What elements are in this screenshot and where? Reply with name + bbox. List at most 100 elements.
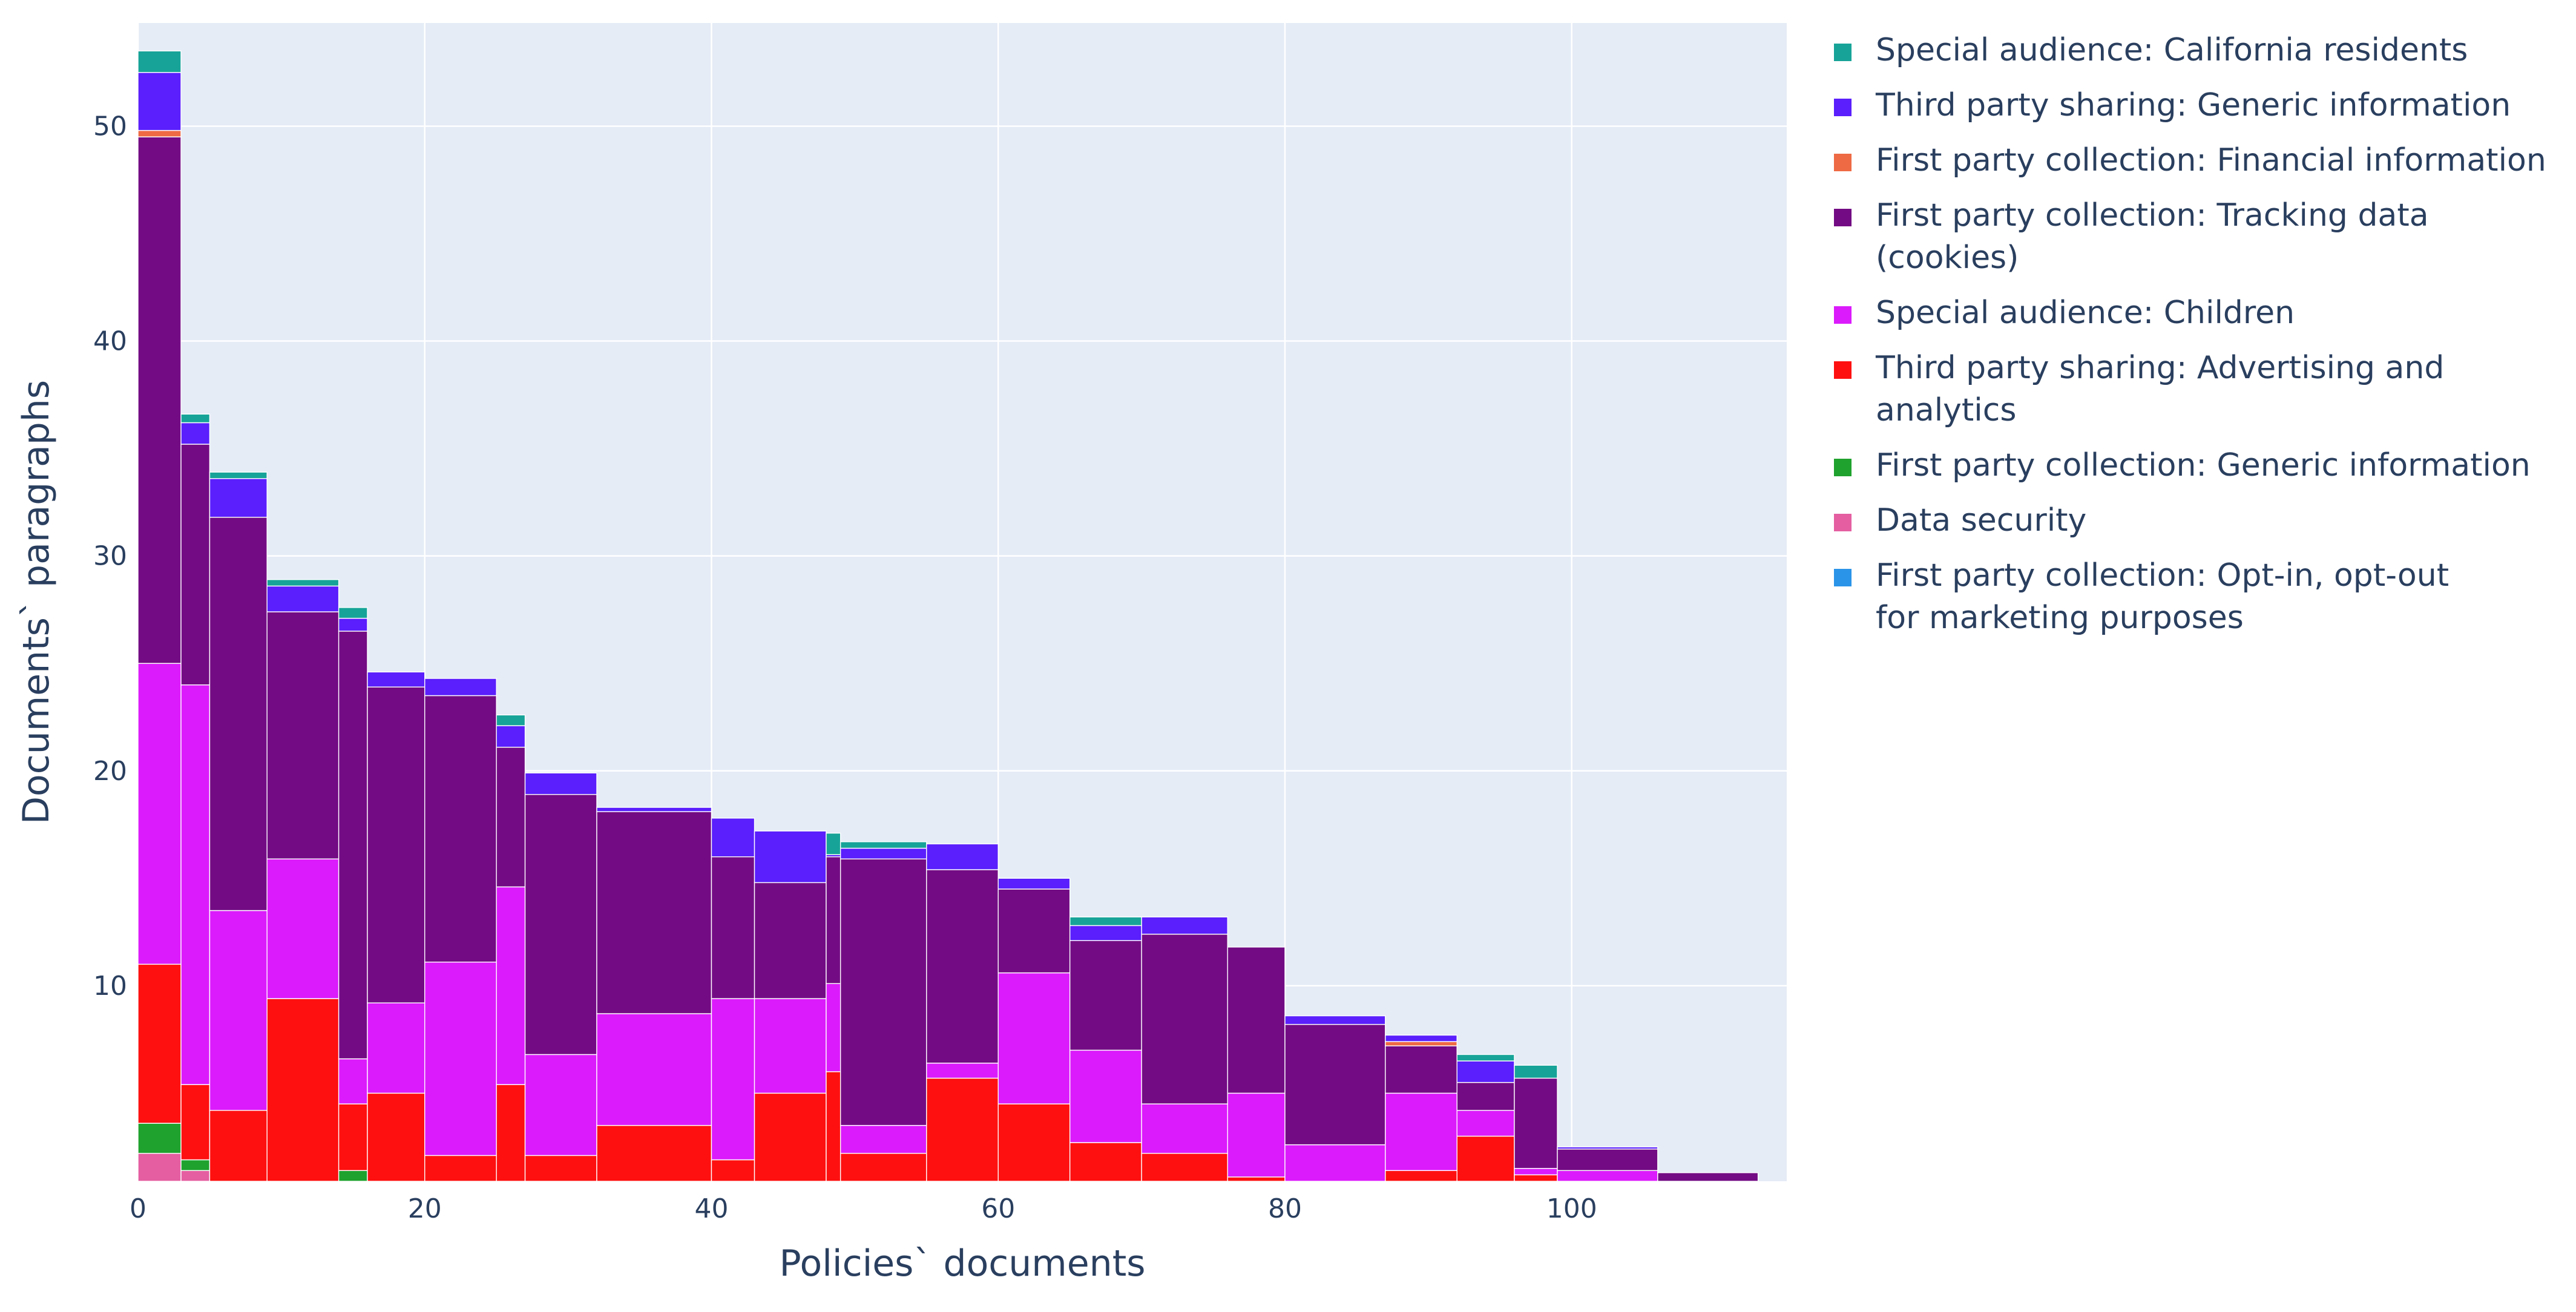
- y-axis-title: Documents` paragraphs: [15, 380, 58, 824]
- bar-segment-adv: [1385, 1170, 1457, 1182]
- x-tick-label: 0: [130, 1193, 146, 1224]
- bar-stacks: [137, 50, 1759, 1182]
- bar-segment-track: [496, 746, 526, 888]
- bar-segment-ca: [180, 413, 211, 424]
- legend-item-track[interactable]: First party collection: Tracking data (c…: [1834, 194, 2566, 279]
- y-tick-label: 20: [93, 756, 127, 787]
- bar-segment-child: [1227, 1092, 1286, 1178]
- bar-segment-child: [1141, 1103, 1228, 1154]
- bar-segment-child: [754, 998, 827, 1094]
- bar-segment-child: [997, 972, 1071, 1104]
- legend-item-fgen[interactable]: First party collection: Generic informat…: [1834, 444, 2566, 487]
- bar-segment-tgen: [524, 772, 597, 795]
- bar-segment-track: [424, 695, 497, 963]
- bar-segment-adv: [596, 1124, 712, 1182]
- legend-swatch: [1834, 209, 1852, 226]
- bar-segment-child: [367, 1002, 426, 1094]
- bar-segment-track: [711, 856, 755, 999]
- x-tick-label: 100: [1546, 1193, 1597, 1224]
- bar-segment-track: [524, 794, 597, 1055]
- bar-segment-tgen: [180, 422, 211, 445]
- bar-segment-track: [209, 517, 268, 911]
- bar-segment-ca: [496, 714, 526, 726]
- legend-item-fin[interactable]: First party collection: Financial inform…: [1834, 139, 2566, 182]
- bar-segment-ca: [137, 50, 182, 73]
- bar-segment-tgen: [1557, 1146, 1658, 1150]
- bar-segment-tgen: [997, 877, 1071, 890]
- bar-segment-track: [926, 869, 999, 1064]
- bar-segment-track: [1141, 933, 1228, 1104]
- bar-segment-tgen: [1456, 1060, 1515, 1083]
- legend-label: First party collection: Generic informat…: [1876, 447, 2531, 484]
- bar-segment-track: [826, 856, 841, 985]
- bar-segment-tgen: [266, 585, 340, 612]
- bar-segment-adv: [338, 1103, 368, 1171]
- bar-segment-ca: [840, 841, 927, 849]
- bar-segment-child: [1385, 1092, 1457, 1171]
- bar-segment-child: [524, 1054, 597, 1156]
- legend-item-ca[interactable]: Special audience: California residents: [1834, 29, 2566, 71]
- legend-swatch: [1834, 154, 1852, 171]
- bar-segment-track: [754, 882, 827, 999]
- legend-label: Special audience: Children: [1876, 295, 2295, 331]
- legend-label: First party collection: Opt-in, opt-out …: [1876, 557, 2450, 636]
- x-tick-label: 60: [981, 1193, 1015, 1224]
- bar-segment-child: [926, 1062, 999, 1079]
- bar-segment-tgen: [926, 843, 999, 870]
- bar-segment-tgen: [840, 847, 927, 860]
- bar-segment-ca: [1514, 1064, 1558, 1079]
- bar-segment-fgen: [180, 1159, 211, 1171]
- legend-item-tgen[interactable]: Third party sharing: Generic information: [1834, 84, 2566, 126]
- bar-segment-track: [1227, 946, 1286, 1094]
- bar-segment-child: [338, 1058, 368, 1104]
- bar-segment-adv: [496, 1084, 526, 1182]
- bar-segment-ds: [180, 1170, 211, 1182]
- bar-segment-track: [840, 858, 927, 1126]
- bar-segment-track: [338, 631, 368, 1060]
- y-tick-label: 10: [93, 971, 127, 1002]
- bar-segment-adv: [209, 1110, 268, 1182]
- bar-segment-child: [180, 684, 211, 1085]
- legend-item-child[interactable]: Special audience: Children: [1834, 292, 2566, 334]
- bar-segment-adv: [997, 1103, 1071, 1182]
- bar-segment-tgen: [367, 671, 426, 687]
- chart-legend: Special audience: California residents Th…: [1834, 29, 2566, 652]
- bar-segment-tgen: [711, 818, 755, 858]
- bar-segment-track: [997, 888, 1071, 974]
- bar-segment-adv: [180, 1084, 211, 1161]
- legend-swatch: [1834, 99, 1852, 116]
- bar-segment-child: [1284, 1144, 1386, 1182]
- legend-item-ds[interactable]: Data security: [1834, 499, 2566, 542]
- bar-segment-ca: [1069, 916, 1142, 927]
- legend-label: Special audience: California residents: [1876, 32, 2468, 68]
- x-axis-title: Policies` documents: [780, 1242, 1146, 1285]
- legend-item-opt[interactable]: First party collection: Opt-in, opt-out …: [1834, 554, 2566, 639]
- bar-segment-adv: [754, 1092, 827, 1182]
- bar-segment-child: [826, 983, 841, 1072]
- bar-segment-ca: [338, 607, 368, 619]
- legend-swatch: [1834, 514, 1852, 531]
- bar-segment-track: [266, 611, 340, 860]
- bar-segment-child: [424, 962, 497, 1156]
- x-axis-ticks: 0 20 40 60 80 100: [130, 1193, 1597, 1224]
- bar-segment-child: [209, 910, 268, 1111]
- bar-segment-ca: [1456, 1054, 1515, 1061]
- bar-segment-child: [596, 1013, 712, 1126]
- legend-swatch: [1834, 361, 1852, 379]
- bar-segment-ca: [209, 471, 268, 479]
- legend-swatch: [1834, 306, 1852, 324]
- x-tick-label: 20: [408, 1193, 442, 1224]
- bar-segment-ca: [266, 579, 340, 587]
- bar-segment-child: [840, 1124, 927, 1154]
- bar-segment-adv: [711, 1159, 755, 1182]
- bar-segment-fin: [1385, 1041, 1457, 1046]
- bar-segment-child: [711, 998, 755, 1161]
- bar-segment-tgen: [209, 478, 268, 518]
- bar-segment-track: [1069, 940, 1142, 1051]
- legend-label: Third party sharing: Generic information: [1876, 87, 2511, 123]
- bar-segment-child: [496, 886, 526, 1085]
- y-tick-label: 40: [93, 326, 127, 357]
- bar-segment-child: [1514, 1167, 1558, 1176]
- bar-segment-track: [1385, 1045, 1457, 1094]
- legend-item-adv[interactable]: Third party sharing: Advertising and ana…: [1834, 347, 2566, 431]
